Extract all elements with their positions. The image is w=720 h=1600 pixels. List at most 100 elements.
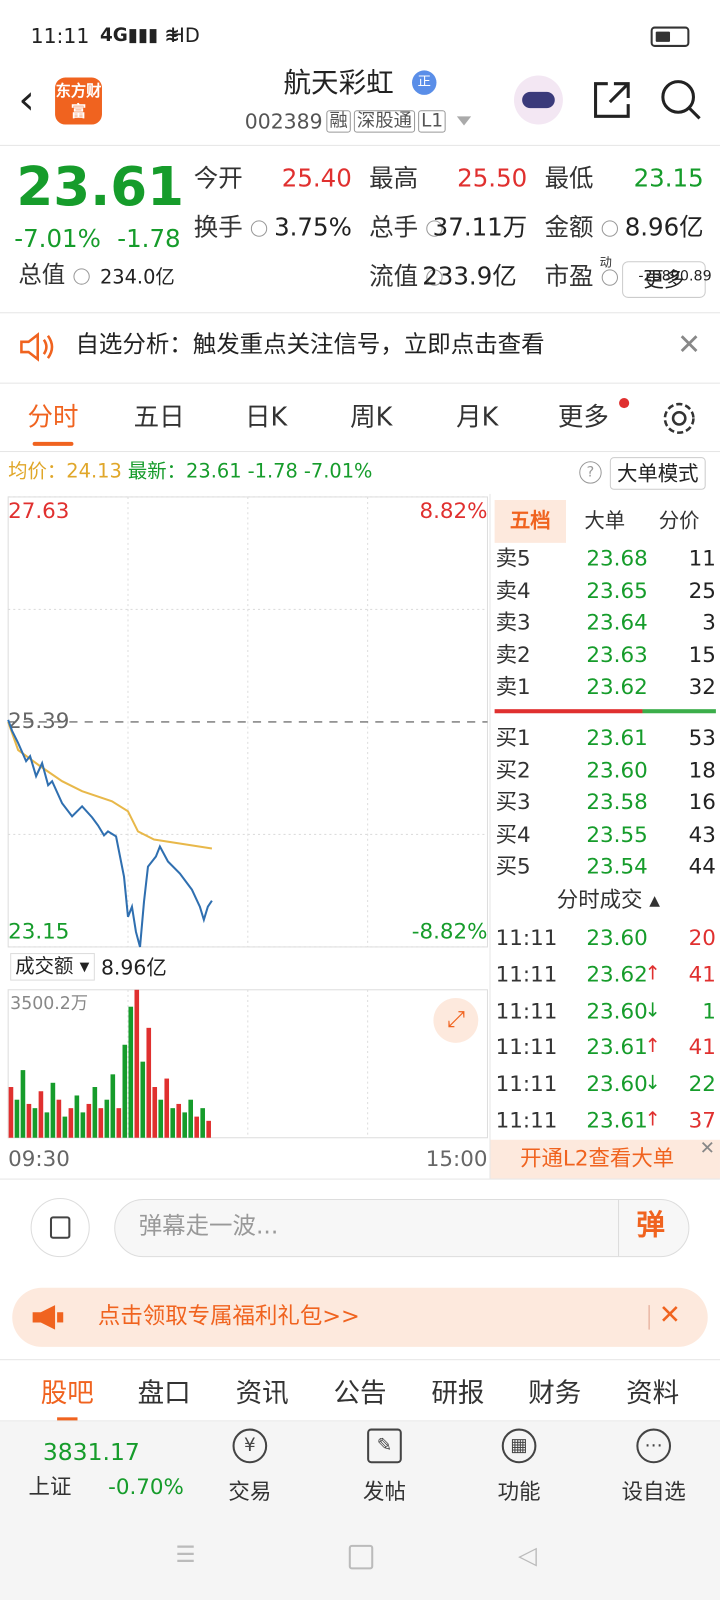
- divider: [0, 312, 720, 314]
- section-tab[interactable]: 财务: [528, 1378, 582, 1410]
- search-icon[interactable]: [659, 78, 704, 123]
- change-pct: -7.01%: [14, 224, 101, 254]
- volume-bar: [194, 1116, 199, 1138]
- volume-selector[interactable]: 成交额 ▾: [10, 953, 95, 981]
- mode-button[interactable]: 大单模式: [609, 457, 706, 490]
- chart-tab[interactable]: 周K: [350, 402, 393, 432]
- nav-label[interactable]: 功能: [497, 1479, 541, 1505]
- tick-price: 23.60: [586, 1071, 648, 1097]
- chart-tab[interactable]: 更多: [557, 402, 609, 432]
- volume-frame: [7, 989, 488, 1139]
- nav-icon[interactable]: ✎: [367, 1428, 402, 1464]
- help-icon[interactable]: ?: [579, 461, 602, 484]
- section-tab[interactable]: 盘口: [137, 1378, 191, 1410]
- book-tab[interactable]: 大单: [584, 508, 626, 533]
- section-underline: [57, 1417, 78, 1421]
- chart-tab[interactable]: 月K: [456, 402, 499, 432]
- close-notice[interactable]: ✕: [677, 327, 702, 362]
- share-icon[interactable]: [589, 78, 634, 123]
- x-tick-label: 15:00: [426, 1147, 488, 1172]
- back-button[interactable]: ‹: [18, 76, 35, 124]
- tag: L1: [418, 110, 447, 133]
- volume-bar: [62, 1116, 68, 1138]
- promo-close[interactable]: ✕: [658, 1299, 682, 1331]
- megaphone-icon: [32, 1305, 64, 1330]
- l2-close[interactable]: ✕: [699, 1137, 715, 1160]
- signal-icon: 4G▮▮▮ ≋: [99, 24, 180, 46]
- nav-icon[interactable]: ⋯: [636, 1428, 672, 1464]
- more-button[interactable]: 更多: [622, 261, 706, 298]
- section-tab[interactable]: 公告: [333, 1378, 387, 1410]
- book-volume: 16: [688, 789, 716, 815]
- assistant-icon[interactable]: [513, 75, 563, 125]
- book-tab[interactable]: 分价: [658, 508, 700, 533]
- price-line: [7, 719, 213, 948]
- field-value: 233.9亿: [422, 262, 517, 291]
- book-tab[interactable]: 五档: [509, 508, 551, 533]
- tick-time: 11:11: [495, 998, 558, 1024]
- y2-tick-label: -8.82%: [412, 920, 488, 945]
- divider: [648, 1305, 650, 1330]
- promo-banner[interactable]: [12, 1287, 708, 1347]
- tick-time: 11:11: [495, 1108, 558, 1133]
- tick-price: 23.62: [586, 962, 648, 987]
- volume-title: 成交额: [15, 955, 74, 978]
- section-tab[interactable]: 股吧: [40, 1378, 94, 1410]
- volume-bar: [32, 1108, 38, 1138]
- volume-bar: [170, 1108, 176, 1138]
- chart-tab[interactable]: 五日: [133, 402, 185, 432]
- book-label: 卖3: [495, 610, 531, 635]
- volume-tick-label: 3500.2万: [10, 994, 88, 1014]
- tick-time: 11:11: [495, 1071, 558, 1097]
- x-tick-label: 09:30: [8, 1147, 70, 1172]
- ticks-title-text: 分时成交: [556, 887, 643, 913]
- settings-icon[interactable]: [661, 400, 698, 437]
- chart-tab[interactable]: 日K: [245, 402, 288, 432]
- gesture-home[interactable]: [348, 1544, 374, 1570]
- section-tab[interactable]: 研报: [431, 1378, 485, 1410]
- comment-input[interactable]: [114, 1198, 690, 1258]
- index-name[interactable]: 上证: [28, 1474, 72, 1499]
- l2-banner[interactable]: [490, 1139, 720, 1179]
- book-label: 卖1: [495, 674, 531, 699]
- gesture-menu[interactable]: ☰: [175, 1542, 196, 1569]
- book-label: 买3: [495, 789, 531, 815]
- gesture-back[interactable]: ◁: [518, 1540, 537, 1570]
- nav-label[interactable]: 设自选: [621, 1479, 686, 1505]
- index-value[interactable]: 3831.17: [42, 1439, 140, 1467]
- stock-name: 航天彩虹: [283, 67, 394, 99]
- volume-bar: [206, 1120, 211, 1138]
- book-price: 23.54: [586, 854, 648, 879]
- speaker-icon: [20, 332, 54, 362]
- expand-button[interactable]: ⤢: [433, 997, 479, 1043]
- notice-text[interactable]: 自选分析：触发重点关注信号，立即点击查看: [75, 331, 545, 359]
- field-value: 37.11万: [432, 213, 528, 242]
- status-time: 11:11: [30, 23, 90, 48]
- comment-placeholder[interactable]: 弹幕走一波...: [138, 1213, 279, 1240]
- index-change[interactable]: -0.70%: [108, 1474, 184, 1499]
- nav-icon[interactable]: ▦: [501, 1428, 537, 1464]
- app-logo[interactable]: 东方财富: [55, 77, 102, 125]
- nav-label[interactable]: 交易: [228, 1479, 272, 1505]
- book-price: 23.60: [586, 757, 648, 783]
- divider: [0, 1420, 720, 1422]
- summary: 均价： 24.13 最新： 23.61 -1.78 -7.01%: [8, 462, 372, 481]
- divider: [0, 1178, 720, 1180]
- book-label: 卖2: [495, 642, 531, 667]
- promo-text[interactable]: 点击领取专属福利礼包>>: [97, 1304, 360, 1330]
- tick-volume: 22: [688, 1071, 716, 1097]
- dropdown-icon[interactable]: [456, 116, 472, 126]
- tick-price: 23.60: [586, 998, 648, 1024]
- nav-icon[interactable]: ¥: [232, 1428, 268, 1464]
- ticks-title[interactable]: 分时成交 ▴: [556, 887, 661, 913]
- comment-list-icon[interactable]: [30, 1197, 90, 1258]
- volume-bar: [128, 1006, 134, 1138]
- volume-bar: [140, 1061, 146, 1138]
- nav-label[interactable]: 发帖: [363, 1479, 406, 1505]
- tick-price: 23.60: [586, 925, 648, 950]
- section-tab[interactable]: 资料: [626, 1378, 680, 1410]
- chart-tab[interactable]: 分时: [27, 402, 79, 432]
- section-tab[interactable]: 资讯: [235, 1378, 289, 1410]
- danmaku-button[interactable]: 弹: [636, 1208, 665, 1242]
- l2-text[interactable]: 开通L2查看大单: [520, 1145, 675, 1171]
